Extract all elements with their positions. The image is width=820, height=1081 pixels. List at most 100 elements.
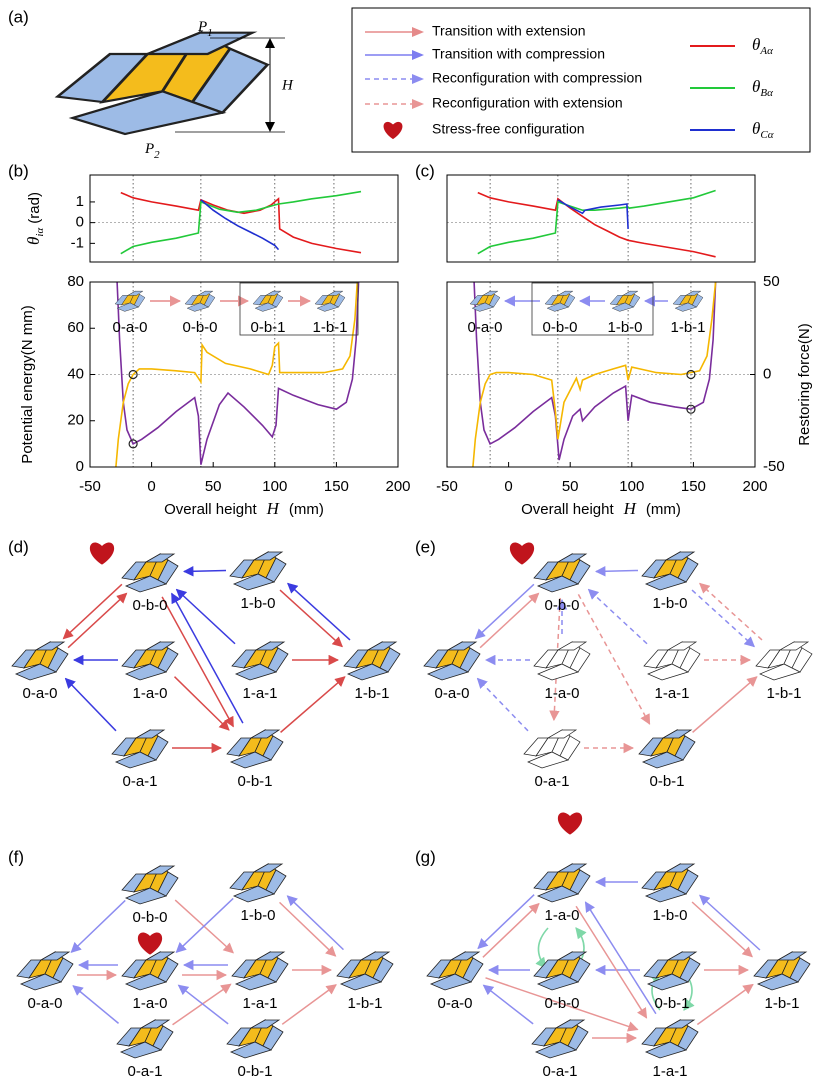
data-line xyxy=(478,193,716,257)
x-tick-label: 150 xyxy=(324,478,349,495)
symbol: P xyxy=(144,141,154,157)
y-tick-label: 80 xyxy=(67,273,84,290)
symbol: θ xyxy=(752,35,760,54)
x-tick-label: 100 xyxy=(262,478,287,495)
stress-free-heart xyxy=(510,543,534,565)
legend-label: Stress-free configuration xyxy=(432,121,585,137)
x-tick-label: 100 xyxy=(619,478,644,495)
subscript: Aα xyxy=(759,45,773,57)
configuration-label: 0-b-1 xyxy=(654,995,689,1012)
x-tick-label: -50 xyxy=(79,478,101,495)
transition-diagram: (f)0-b-01-b-00-a-01-a-01-a-11-b-10-a-10-… xyxy=(8,847,393,1079)
data-line xyxy=(121,193,361,253)
configuration-icon xyxy=(115,291,145,311)
transition-arrow xyxy=(693,677,757,733)
panel-label: (g) xyxy=(415,847,436,866)
configuration-label: 0-a-1 xyxy=(542,1063,577,1080)
configuration-icon xyxy=(534,554,590,592)
y2-tick-label: -50 xyxy=(763,458,785,475)
configuration-icon xyxy=(232,952,288,990)
panel-label: (d) xyxy=(8,537,29,556)
panel-label: (a) xyxy=(8,7,29,26)
symbol: θ xyxy=(752,77,760,96)
x-tick-label: 150 xyxy=(681,478,706,495)
data-line xyxy=(121,192,361,254)
transition-arrow xyxy=(700,583,762,640)
configuration-label: 0-a-0 xyxy=(467,319,502,336)
configuration-icon xyxy=(642,552,698,590)
x-tick-label: -50 xyxy=(436,478,458,495)
configuration-icon xyxy=(253,291,283,311)
y-axis-label: θiα(rad) xyxy=(24,192,46,245)
configuration-icon xyxy=(644,642,700,680)
configuration-label: 0-b-0 xyxy=(542,319,577,336)
configuration-icon xyxy=(673,291,703,311)
x-tick-label: 50 xyxy=(562,478,579,495)
transition-arrow xyxy=(287,896,343,950)
transition-arrow xyxy=(692,590,754,647)
transition-arrow xyxy=(280,902,336,956)
figure: (a) P1 P2 H Transition with extensionTra… xyxy=(0,0,820,1081)
subscript: iα xyxy=(34,228,46,237)
transition-arrow xyxy=(697,985,753,1025)
symbol: θ xyxy=(752,119,760,138)
transition-arrow xyxy=(177,589,235,643)
x-axis-label: Overall heightH(mm) xyxy=(164,499,324,518)
transition-arrow xyxy=(71,900,125,952)
configuration-label: 0-b-0 xyxy=(132,597,167,614)
configuration-label: 0-a-1 xyxy=(534,773,569,790)
configuration-label: 0-b-0 xyxy=(544,597,579,614)
configuration-icon xyxy=(227,1020,283,1058)
stress-free-heart xyxy=(558,813,582,835)
configuration-label: 1-a-0 xyxy=(132,995,167,1012)
configuration-icon xyxy=(122,866,178,904)
y-tick-label: 40 xyxy=(67,365,84,382)
subscript: Cα xyxy=(760,129,773,141)
transition-arrow xyxy=(184,570,226,571)
configuration-label: 1-b-0 xyxy=(607,319,642,336)
configuration-icon xyxy=(122,554,178,592)
transition-arrow xyxy=(66,678,116,730)
label: Overall height xyxy=(164,501,257,518)
plot-frame xyxy=(447,175,755,262)
plot-frame xyxy=(90,175,398,262)
transition-arrow xyxy=(483,904,539,958)
y-tick-label: 20 xyxy=(67,412,84,429)
y-tick-label: 0 xyxy=(76,458,84,475)
transition-arrow xyxy=(172,593,243,723)
configuration-icon xyxy=(230,552,286,590)
configuration-icon xyxy=(639,730,695,768)
configuration-label: 1-b-0 xyxy=(652,907,687,924)
transition-arrow xyxy=(280,590,342,647)
y2-tick-label: 0 xyxy=(763,365,771,382)
configuration-icon xyxy=(185,291,215,311)
x-tick-label: 0 xyxy=(504,478,512,495)
configuration-icon xyxy=(756,642,812,680)
configuration-label: 1-b-0 xyxy=(240,595,275,612)
configuration-label: 0-b-1 xyxy=(237,1063,272,1080)
origami-unit xyxy=(58,33,268,134)
point-label: P2 xyxy=(144,141,160,160)
y2-axis-label: Restoring force(N) xyxy=(796,323,813,446)
panel-label: (e) xyxy=(415,537,436,556)
configuration-label: 0-b-0 xyxy=(544,995,579,1012)
configuration-icon xyxy=(117,1020,173,1058)
configuration-label: 0-b-1 xyxy=(649,773,684,790)
unit: (mm) xyxy=(289,501,324,518)
subscript: Bα xyxy=(760,87,773,99)
configuration-label: 1-b-1 xyxy=(354,685,389,702)
transition-arrow xyxy=(480,593,538,647)
configuration-icon xyxy=(754,952,810,990)
y-tick-label: -1 xyxy=(71,234,84,251)
y-axis-label: Potential energy(N mm) xyxy=(19,305,36,463)
configuration-label: 1-a-1 xyxy=(242,995,277,1012)
configuration-label: 1-a-0 xyxy=(544,907,579,924)
transition-arrow xyxy=(578,594,649,724)
legend-label: Reconfiguration with compression xyxy=(432,70,642,86)
x-tick-label: 50 xyxy=(205,478,222,495)
transition-arrow xyxy=(282,985,336,1025)
